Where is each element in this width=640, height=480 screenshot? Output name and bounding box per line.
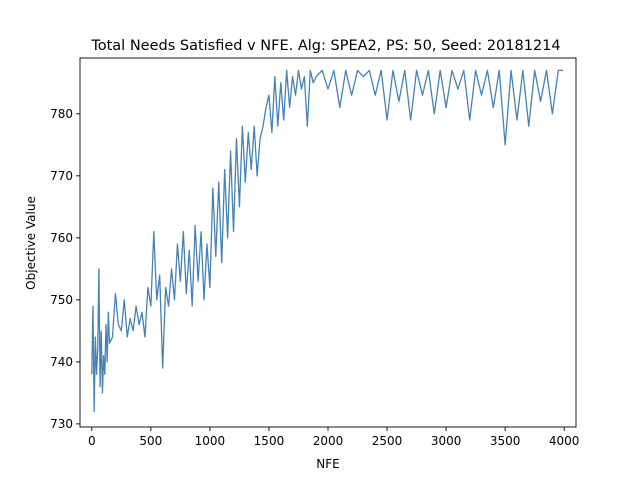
y-tick-label: 740 [50, 355, 73, 369]
y-tick-label: 750 [50, 293, 73, 307]
x-axis-label: NFE [316, 457, 339, 471]
x-tick-label: 500 [139, 434, 162, 448]
chart-title: Total Needs Satisfied v NFE. Alg: SPEA2,… [90, 38, 560, 54]
x-tick-label: 1000 [195, 434, 226, 448]
x-axis: 0 500 1000 1500 2000 2500 3000 3500 4000 [88, 427, 579, 448]
x-tick-label: 3500 [490, 434, 521, 448]
x-tick-label: 2500 [372, 434, 403, 448]
y-tick-label: 770 [50, 169, 73, 183]
x-tick-label: 3000 [431, 434, 462, 448]
x-tick-label: 2000 [313, 434, 344, 448]
x-tick-label: 1500 [254, 434, 285, 448]
y-axis: 730 740 750 760 770 780 [50, 107, 80, 431]
series-line-0 [91, 69, 564, 413]
y-tick-label: 780 [50, 107, 73, 121]
y-tick-label: 730 [50, 417, 73, 431]
x-tick-label: 4000 [549, 434, 580, 448]
x-tick-label: 0 [88, 434, 96, 448]
y-tick-label: 760 [50, 231, 73, 245]
y-axis-label: Objective Value [24, 196, 38, 290]
